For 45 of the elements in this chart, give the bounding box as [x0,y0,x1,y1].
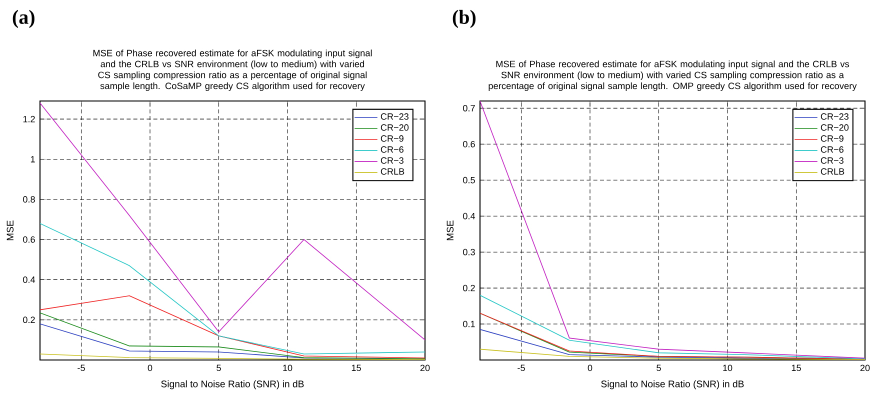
y-tick-label: 0.8 [23,196,35,203]
x-tick-label: 20 [860,364,870,372]
x-tick-label: -5 [78,364,85,372]
x-tick-label: 20 [420,364,430,372]
legend-label: CR−20 [820,124,849,131]
legend-label: CR−9 [820,135,844,142]
chart-title: MSE of Phase recovered estimate for aFSK modulating input signal and the CRLB vs SNR environment (low to medium) with varied CS sampling compression ratio as a percentage of original signal sample length. OMP greedy CS algorithm used for recovery [488,60,857,91]
y-tick-label: 0.6 [23,236,35,243]
y-tick-label: 0.7 [463,104,475,112]
x-tick-label: 5 [216,364,221,372]
y-tick-label: 0.5 [463,176,475,184]
legend-label: CR−9 [380,135,404,142]
legend-label: CR−3 [820,157,844,164]
y-tick-label: 1 [30,156,35,162]
x-axis-title: Signal to Noise Ratio (SNR) in dB [161,380,304,390]
y-axis-title: MSE [446,220,454,240]
y-tick-label: 0.4 [23,276,36,283]
x-tick-label: 15 [792,364,801,372]
text: (a) [12,10,34,28]
chart-title: MSE of Phase recovered estimate for aFSK modulating input signal and the CRLB vs SNR environment (low to medium) with varied CS sampling compression ratio as a percentage of original signal sample length. CoSaMP greedy CS algorithm used for recovery [93,50,372,91]
x-tick-label: 15 [352,364,361,372]
y-tick-label: 0.4 [463,212,476,220]
legend-label: CR−3 [380,157,404,164]
y-tick-label: 0.2 [463,284,475,292]
legend-label: CR−6 [820,146,844,153]
y-tick-label: 1.2 [23,116,35,122]
x-tick-label: 0 [588,364,592,372]
y-tick-label: 0.3 [463,248,475,256]
x-tick-label: 10 [723,364,732,372]
x-tick-label: 5 [656,364,661,372]
x-axis-title: Signal to Noise Ratio (SNR) in dB [601,380,744,390]
legend-label: CRLB [380,168,404,175]
text: (b) [452,10,476,28]
x-tick-label: 0 [148,364,152,372]
legend-label: CR−23 [820,113,849,120]
legend-label: CRLB [820,168,844,175]
legend-label: CR−20 [380,124,409,131]
y-tick-label: 0.1 [463,320,475,328]
y-axis-title: MSE [6,220,14,240]
y-tick-label: 0.2 [23,316,35,324]
y-tick-label: 0.6 [463,140,475,148]
x-tick-label: 10 [283,364,292,372]
legend-label: CR−6 [380,146,404,153]
legend-label: CR−23 [380,113,409,120]
x-tick-label: -5 [518,364,525,372]
